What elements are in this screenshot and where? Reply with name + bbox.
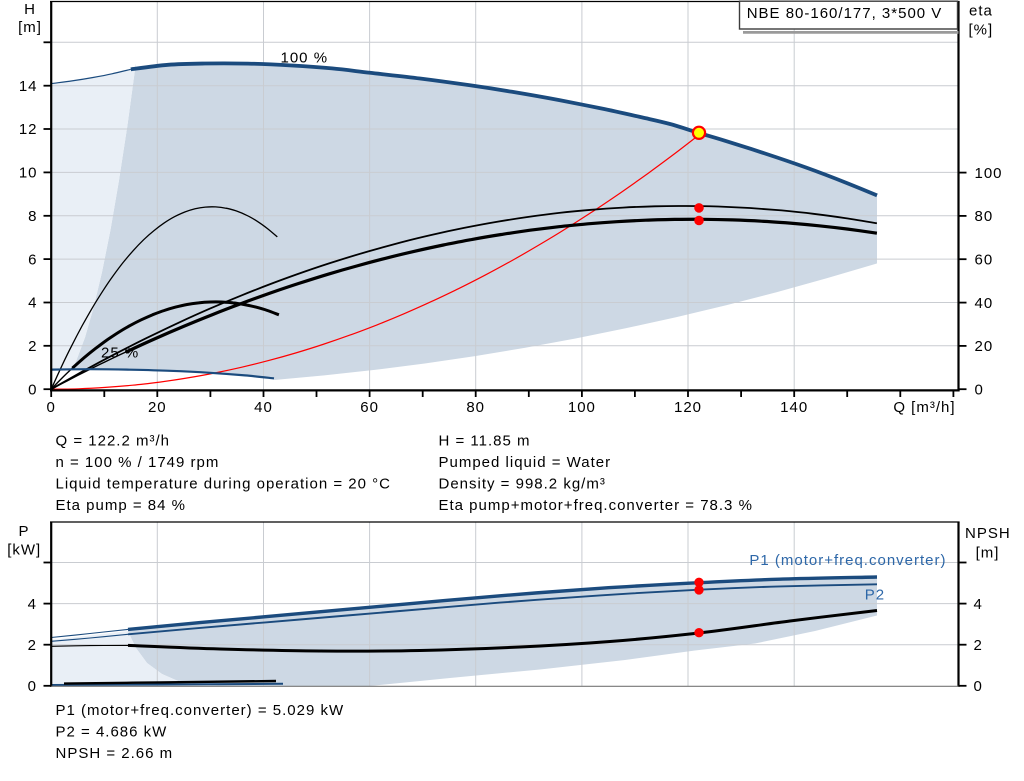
svg-text:40: 40 bbox=[975, 295, 994, 312]
svg-text:60: 60 bbox=[975, 251, 994, 268]
svg-text:20: 20 bbox=[975, 338, 994, 355]
svg-text:120: 120 bbox=[674, 399, 702, 416]
svg-text:60: 60 bbox=[360, 399, 379, 416]
svg-text:Pumped liquid = Water: Pumped liquid = Water bbox=[439, 454, 612, 471]
svg-text:Liquid temperature during oper: Liquid temperature during operation = 20… bbox=[56, 476, 391, 493]
svg-text:2: 2 bbox=[974, 637, 983, 654]
svg-text:Q = 122.2 m³/h: Q = 122.2 m³/h bbox=[56, 433, 170, 450]
svg-text:8: 8 bbox=[28, 208, 37, 225]
svg-text:80: 80 bbox=[466, 399, 485, 416]
svg-text:H: H bbox=[24, 1, 36, 18]
svg-text:10: 10 bbox=[19, 165, 38, 182]
svg-text:140: 140 bbox=[780, 399, 808, 416]
svg-text:P2 = 4.686 kW: P2 = 4.686 kW bbox=[56, 723, 168, 740]
svg-text:P1 (motor+freq.converter) = 5.: P1 (motor+freq.converter) = 5.029 kW bbox=[56, 702, 345, 719]
svg-text:14: 14 bbox=[19, 78, 38, 95]
svg-text:0: 0 bbox=[28, 678, 37, 695]
svg-text:6: 6 bbox=[28, 251, 37, 268]
svg-text:Eta pump+motor+freq.converter: Eta pump+motor+freq.converter = 78.3 % bbox=[439, 497, 753, 514]
svg-text:[%]: [%] bbox=[969, 21, 994, 38]
svg-text:[kW]: [kW] bbox=[7, 541, 41, 558]
svg-text:Density = 998.2 kg/m³: Density = 998.2 kg/m³ bbox=[439, 476, 606, 493]
svg-text:NBE 80-160/177, 3*500 V: NBE 80-160/177, 3*500 V bbox=[747, 5, 943, 22]
svg-text:NPSH = 2.66 m: NPSH = 2.66 m bbox=[56, 745, 174, 762]
svg-text:2: 2 bbox=[28, 338, 37, 355]
svg-text:40: 40 bbox=[254, 399, 273, 416]
svg-text:2: 2 bbox=[28, 637, 37, 654]
svg-text:20: 20 bbox=[148, 399, 167, 416]
svg-text:0: 0 bbox=[975, 381, 984, 398]
svg-text:n = 100 % / 1749 rpm: n = 100 % / 1749 rpm bbox=[56, 454, 220, 471]
svg-text:P2: P2 bbox=[865, 587, 885, 604]
svg-text:Q [m³/h]: Q [m³/h] bbox=[893, 399, 955, 416]
svg-text:NPSH: NPSH bbox=[965, 525, 1011, 542]
svg-text:80: 80 bbox=[975, 208, 994, 225]
svg-text:0: 0 bbox=[974, 678, 983, 695]
svg-text:P: P bbox=[18, 523, 29, 540]
svg-text:100: 100 bbox=[568, 399, 596, 416]
svg-text:[m]: [m] bbox=[976, 544, 1000, 561]
svg-text:25 %: 25 % bbox=[101, 345, 139, 362]
svg-text:4: 4 bbox=[28, 295, 37, 312]
svg-text:4: 4 bbox=[974, 596, 983, 613]
svg-text:12: 12 bbox=[19, 121, 38, 138]
svg-text:[m]: [m] bbox=[18, 19, 42, 36]
svg-text:4: 4 bbox=[28, 596, 37, 613]
svg-text:P1 (motor+freq.converter): P1 (motor+freq.converter) bbox=[749, 552, 946, 569]
svg-text:H = 11.85 m: H = 11.85 m bbox=[439, 433, 531, 450]
svg-text:eta: eta bbox=[969, 2, 993, 19]
svg-text:100 %: 100 % bbox=[281, 50, 329, 67]
svg-text:100: 100 bbox=[975, 165, 1003, 182]
svg-text:Eta pump = 84 %: Eta pump = 84 % bbox=[56, 497, 187, 514]
svg-text:0: 0 bbox=[28, 381, 37, 398]
svg-text:0: 0 bbox=[47, 399, 56, 416]
